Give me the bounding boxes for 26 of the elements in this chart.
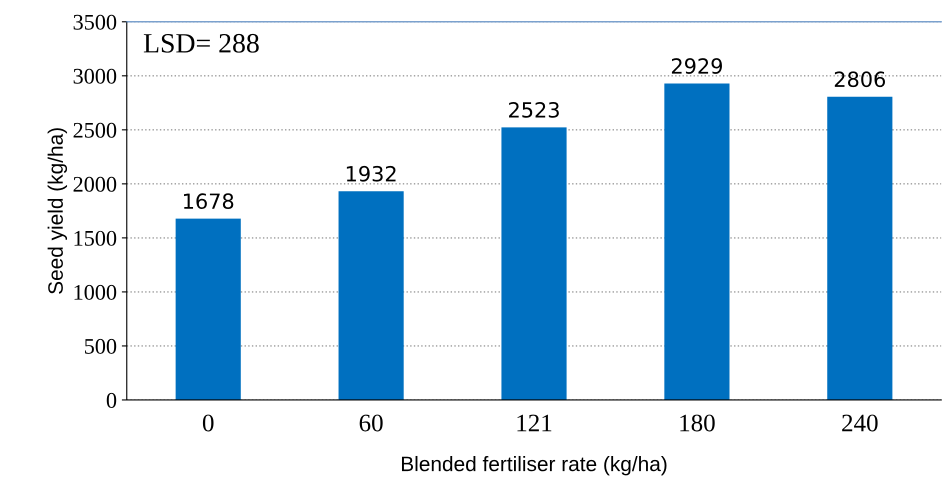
y-tick-label: 3500 bbox=[74, 14, 116, 30]
x-tick-label: 0 bbox=[202, 414, 214, 432]
y-tick-label: 2000 bbox=[74, 176, 116, 192]
y-tick-label: 0 bbox=[106, 392, 116, 408]
bar bbox=[501, 127, 567, 400]
data-label: 2523 bbox=[509, 102, 559, 118]
annotation: LSD= 288 bbox=[144, 34, 259, 53]
y-tick-label: 3000 bbox=[74, 68, 116, 84]
bar bbox=[664, 83, 730, 400]
bar bbox=[176, 218, 241, 400]
x-axis-title: Blended fertiliser rate (kg/ha) bbox=[402, 456, 666, 476]
y-axis-title: Seed yield (kg/ha) bbox=[48, 128, 68, 294]
bar bbox=[827, 96, 892, 400]
y-tick-label: 1500 bbox=[74, 230, 116, 246]
x-tick-label: 60 bbox=[360, 414, 383, 432]
data-label: 1932 bbox=[346, 166, 396, 182]
y-tick-label: 2500 bbox=[74, 122, 116, 138]
data-label: 1678 bbox=[184, 193, 234, 210]
x-tick-label: 180 bbox=[680, 414, 715, 432]
bar bbox=[338, 191, 404, 400]
y-tick-label: 1000 bbox=[74, 284, 116, 300]
x-tick-label: 240 bbox=[842, 414, 878, 432]
data-label: 2929 bbox=[672, 58, 722, 74]
x-tick-label: 121 bbox=[517, 414, 552, 432]
data-label: 2806 bbox=[834, 71, 886, 88]
y-tick-label: 500 bbox=[85, 338, 116, 354]
